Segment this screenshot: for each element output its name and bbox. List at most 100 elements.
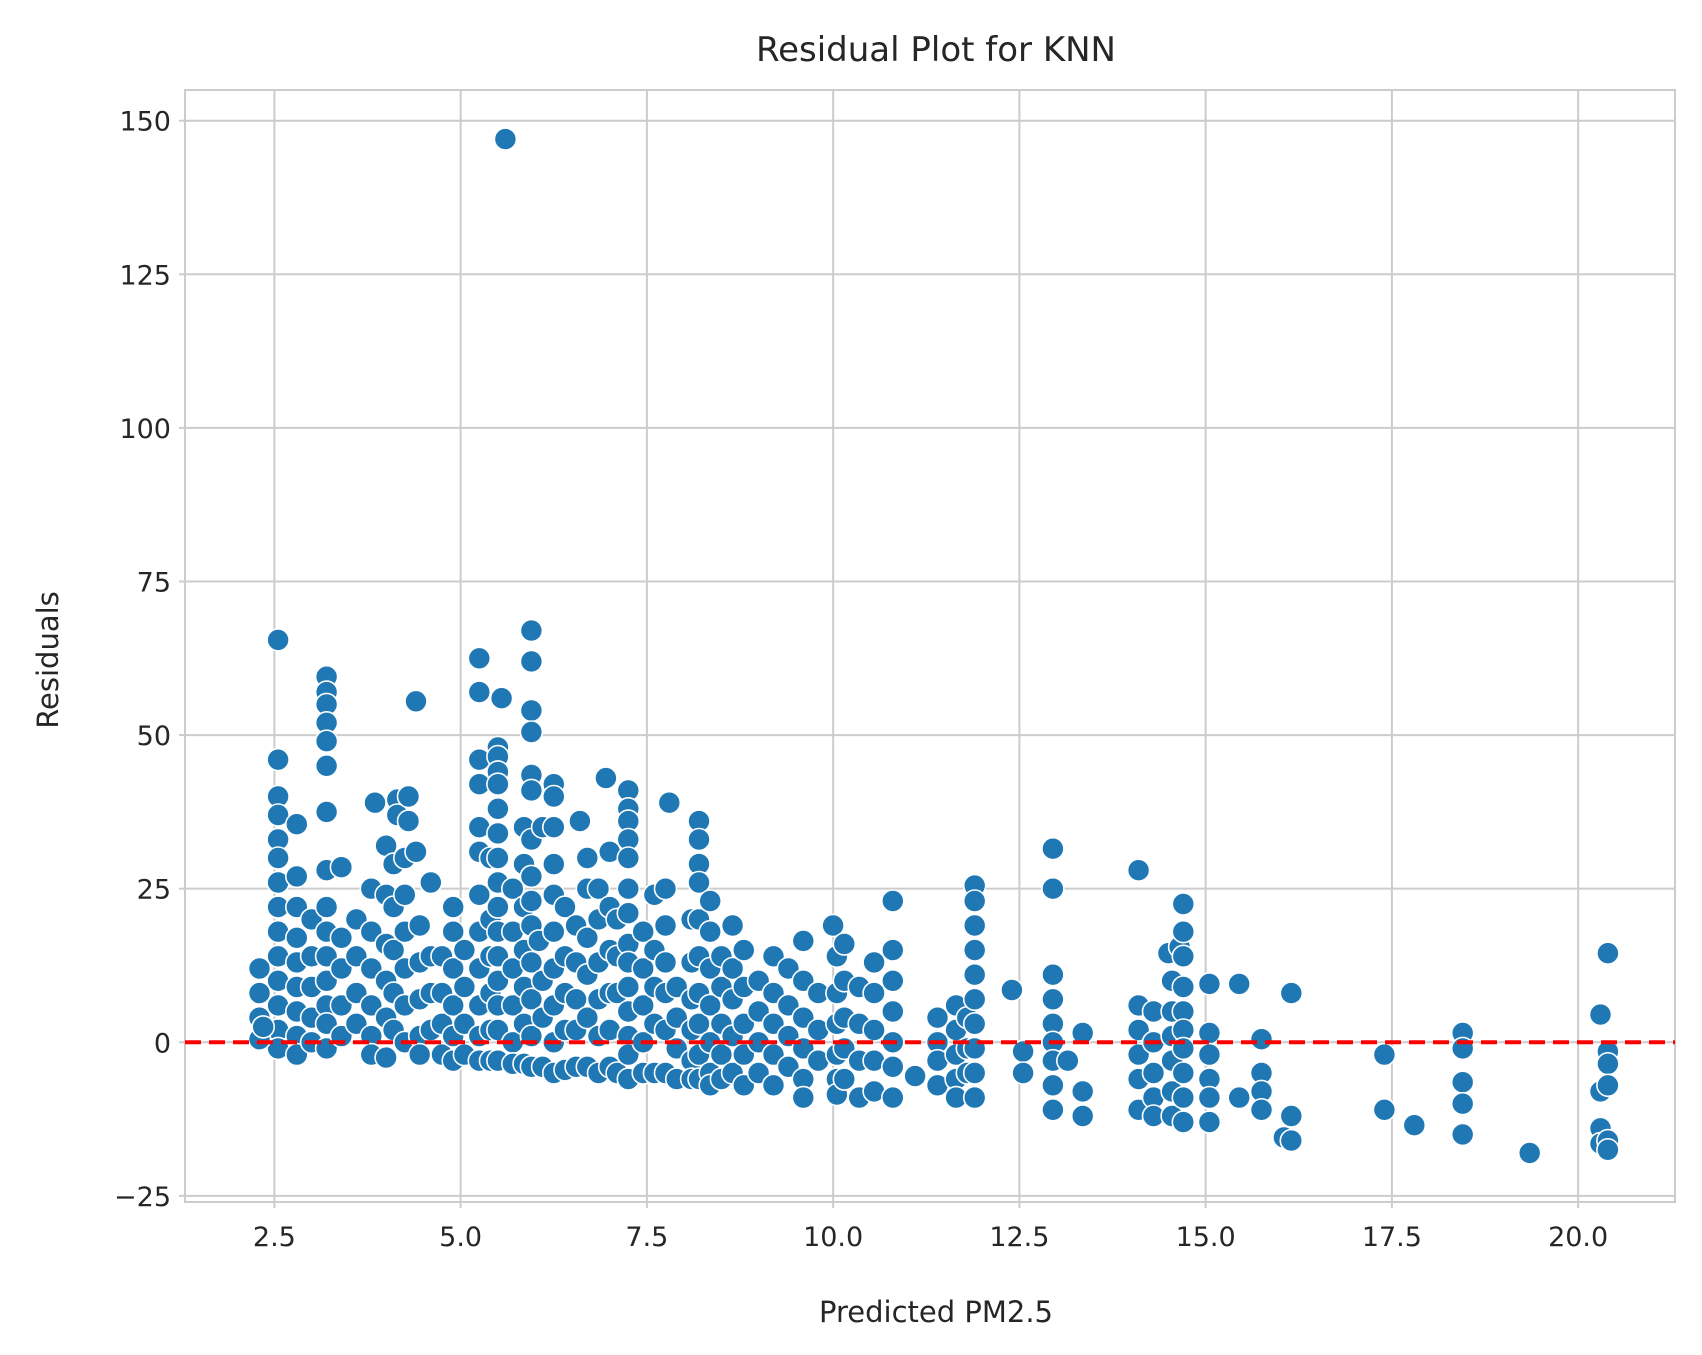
data-point [407,913,432,938]
data-point [489,686,514,711]
data-point [1141,1061,1166,1085]
data-point [720,913,745,938]
data-point [486,796,510,821]
data-point [441,993,466,1018]
data-point [284,812,309,837]
data-point [266,628,290,652]
data-point [962,889,987,913]
data-point [329,855,354,880]
data-point [1011,1061,1035,1085]
data-point [493,127,518,151]
data-point [1041,876,1065,901]
data-point [616,901,641,926]
x-tick-label: 20.0 [1548,1222,1608,1253]
data-point [761,1073,786,1098]
data-point [467,646,492,671]
data-point [925,1005,950,1030]
data-point [962,987,987,1012]
data-point [519,698,544,723]
data-point [1279,1128,1304,1153]
data-point [418,870,443,895]
x-tick-label: 7.5 [625,1222,668,1253]
data-point [631,993,656,1018]
data-point [657,790,682,815]
data-point [519,864,544,889]
data-point [486,895,510,919]
data-point [392,882,417,907]
data-point [1171,919,1196,944]
y-tick-label: −25 [114,1182,171,1213]
data-point [698,919,723,944]
data-point [1588,1002,1613,1027]
data-point [1171,944,1196,969]
data-point [1517,1141,1542,1165]
data-point [880,999,905,1024]
data-point [553,895,577,919]
data-point [247,956,272,981]
chart-title: Residual Plot for KNN [756,30,1116,70]
data-point [541,919,566,944]
data-point [1249,1027,1274,1051]
data-point [832,1067,857,1091]
data-point [962,1011,987,1036]
data-point [880,938,905,962]
data-point [1197,972,1222,996]
x-tick-label: 17.5 [1362,1222,1422,1253]
data-point [1171,1110,1196,1134]
data-point [1056,1048,1080,1073]
data-point [791,929,816,953]
data-point [519,889,544,913]
data-point [862,981,886,1005]
y-tick-label: 75 [137,567,171,598]
data-point [329,925,354,950]
data-point [541,815,566,840]
data-point [698,993,723,1018]
data-point [687,870,711,895]
data-point [1372,1042,1397,1067]
data-point [1171,975,1196,999]
data-point [519,649,544,674]
data-point [903,1064,927,1088]
data-point [541,852,566,876]
data-point [862,950,886,975]
data-point [467,680,492,704]
data-point [266,747,290,772]
data-point [407,1042,432,1067]
data-point [519,778,544,803]
data-point [653,913,678,938]
data-point [1000,978,1024,1002]
data-point [791,1085,816,1110]
data-point [284,925,309,950]
data-point [1596,1073,1620,1098]
x-tick-label: 12.5 [989,1222,1049,1253]
data-point [266,803,290,827]
data-point [519,720,544,744]
data-point [284,864,309,889]
data-point [314,800,339,824]
data-point [880,889,905,913]
data-point [404,689,428,714]
data-point [381,938,406,962]
data-point [251,1015,276,1039]
data-point [486,772,510,797]
data-point [247,981,272,1005]
data-point [519,618,544,643]
data-point [631,956,656,981]
plot-border [184,89,1676,1203]
data-point [1279,1104,1304,1128]
data-point [374,1045,398,1070]
data-point [1450,1070,1475,1094]
x-tick-label: 10.0 [803,1222,863,1253]
data-point [616,846,641,870]
data-point [653,876,678,901]
data-point [962,1061,987,1085]
data-point [1197,1042,1222,1067]
data-point [862,1018,886,1042]
data-point [1171,1061,1196,1085]
data-point [880,968,905,993]
data-point [1372,1098,1397,1122]
data-point [1041,987,1065,1012]
data-point [500,876,525,901]
data-point [1227,1085,1251,1110]
